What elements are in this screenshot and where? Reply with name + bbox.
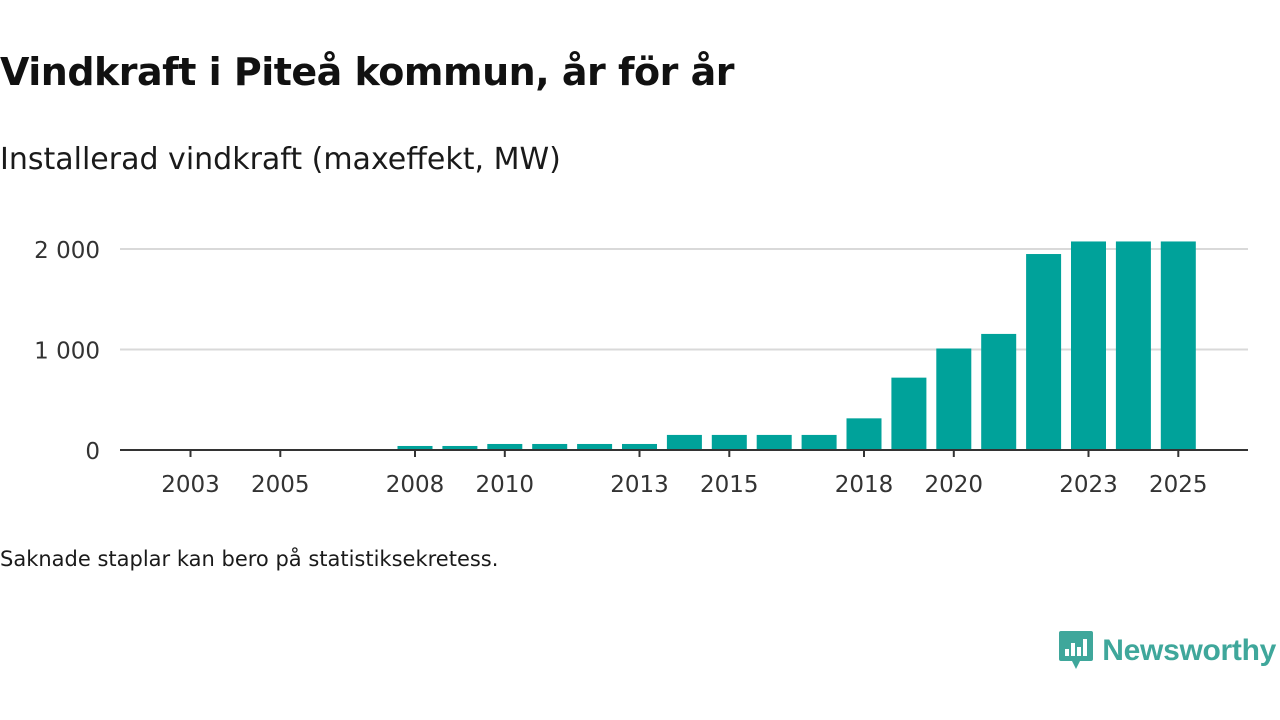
x-tick-label: 2015 [700,472,759,498]
x-tick-label: 2005 [251,472,310,498]
bar [487,443,523,450]
x-tick-label: 2010 [476,472,535,498]
bar [891,377,927,450]
x-tick-label: 2008 [386,472,445,498]
chart-title: Vindkraft i Piteå kommun, år för år [0,50,734,94]
bar [936,348,972,450]
x-tick-label: 2003 [161,472,220,498]
x-tick-label: 2018 [835,472,894,498]
bar [442,445,478,450]
brand-logo: Newsworthy [1058,629,1276,673]
bar [397,445,433,450]
axes [120,449,1248,457]
y-tick-label: 1 000 [34,339,100,365]
bar [1071,241,1106,450]
brand-name: Newsworthy [1102,634,1276,667]
bars [397,241,1196,450]
bar [756,434,792,450]
bar [532,443,568,450]
y-tick-label: 0 [85,439,100,465]
x-tick-label: 2023 [1059,472,1118,498]
y-tick-label: 2 000 [34,238,100,264]
chart-subtitle: Installerad vindkraft (maxeffekt, MW) [0,142,561,177]
newsworthy-logo-icon [1059,631,1094,669]
x-tick-label: 2025 [1149,472,1208,498]
bar [846,418,882,450]
footnote: Saknade staplar kan bero på statistiksek… [0,547,499,571]
x-tick-label: 2020 [925,472,984,498]
bar [711,434,747,450]
tick-labels: 0 1 000 2 000 2003 2005 2008 2010 2013 2015 2018 2… [34,238,1207,498]
bar [1026,254,1062,450]
x-tick-label: 2013 [610,472,669,498]
bar [1160,241,1196,450]
bar [1115,241,1151,450]
bar [801,434,837,450]
bar [577,443,613,450]
bar [622,443,657,450]
bar [666,434,702,450]
bar [981,333,1017,450]
